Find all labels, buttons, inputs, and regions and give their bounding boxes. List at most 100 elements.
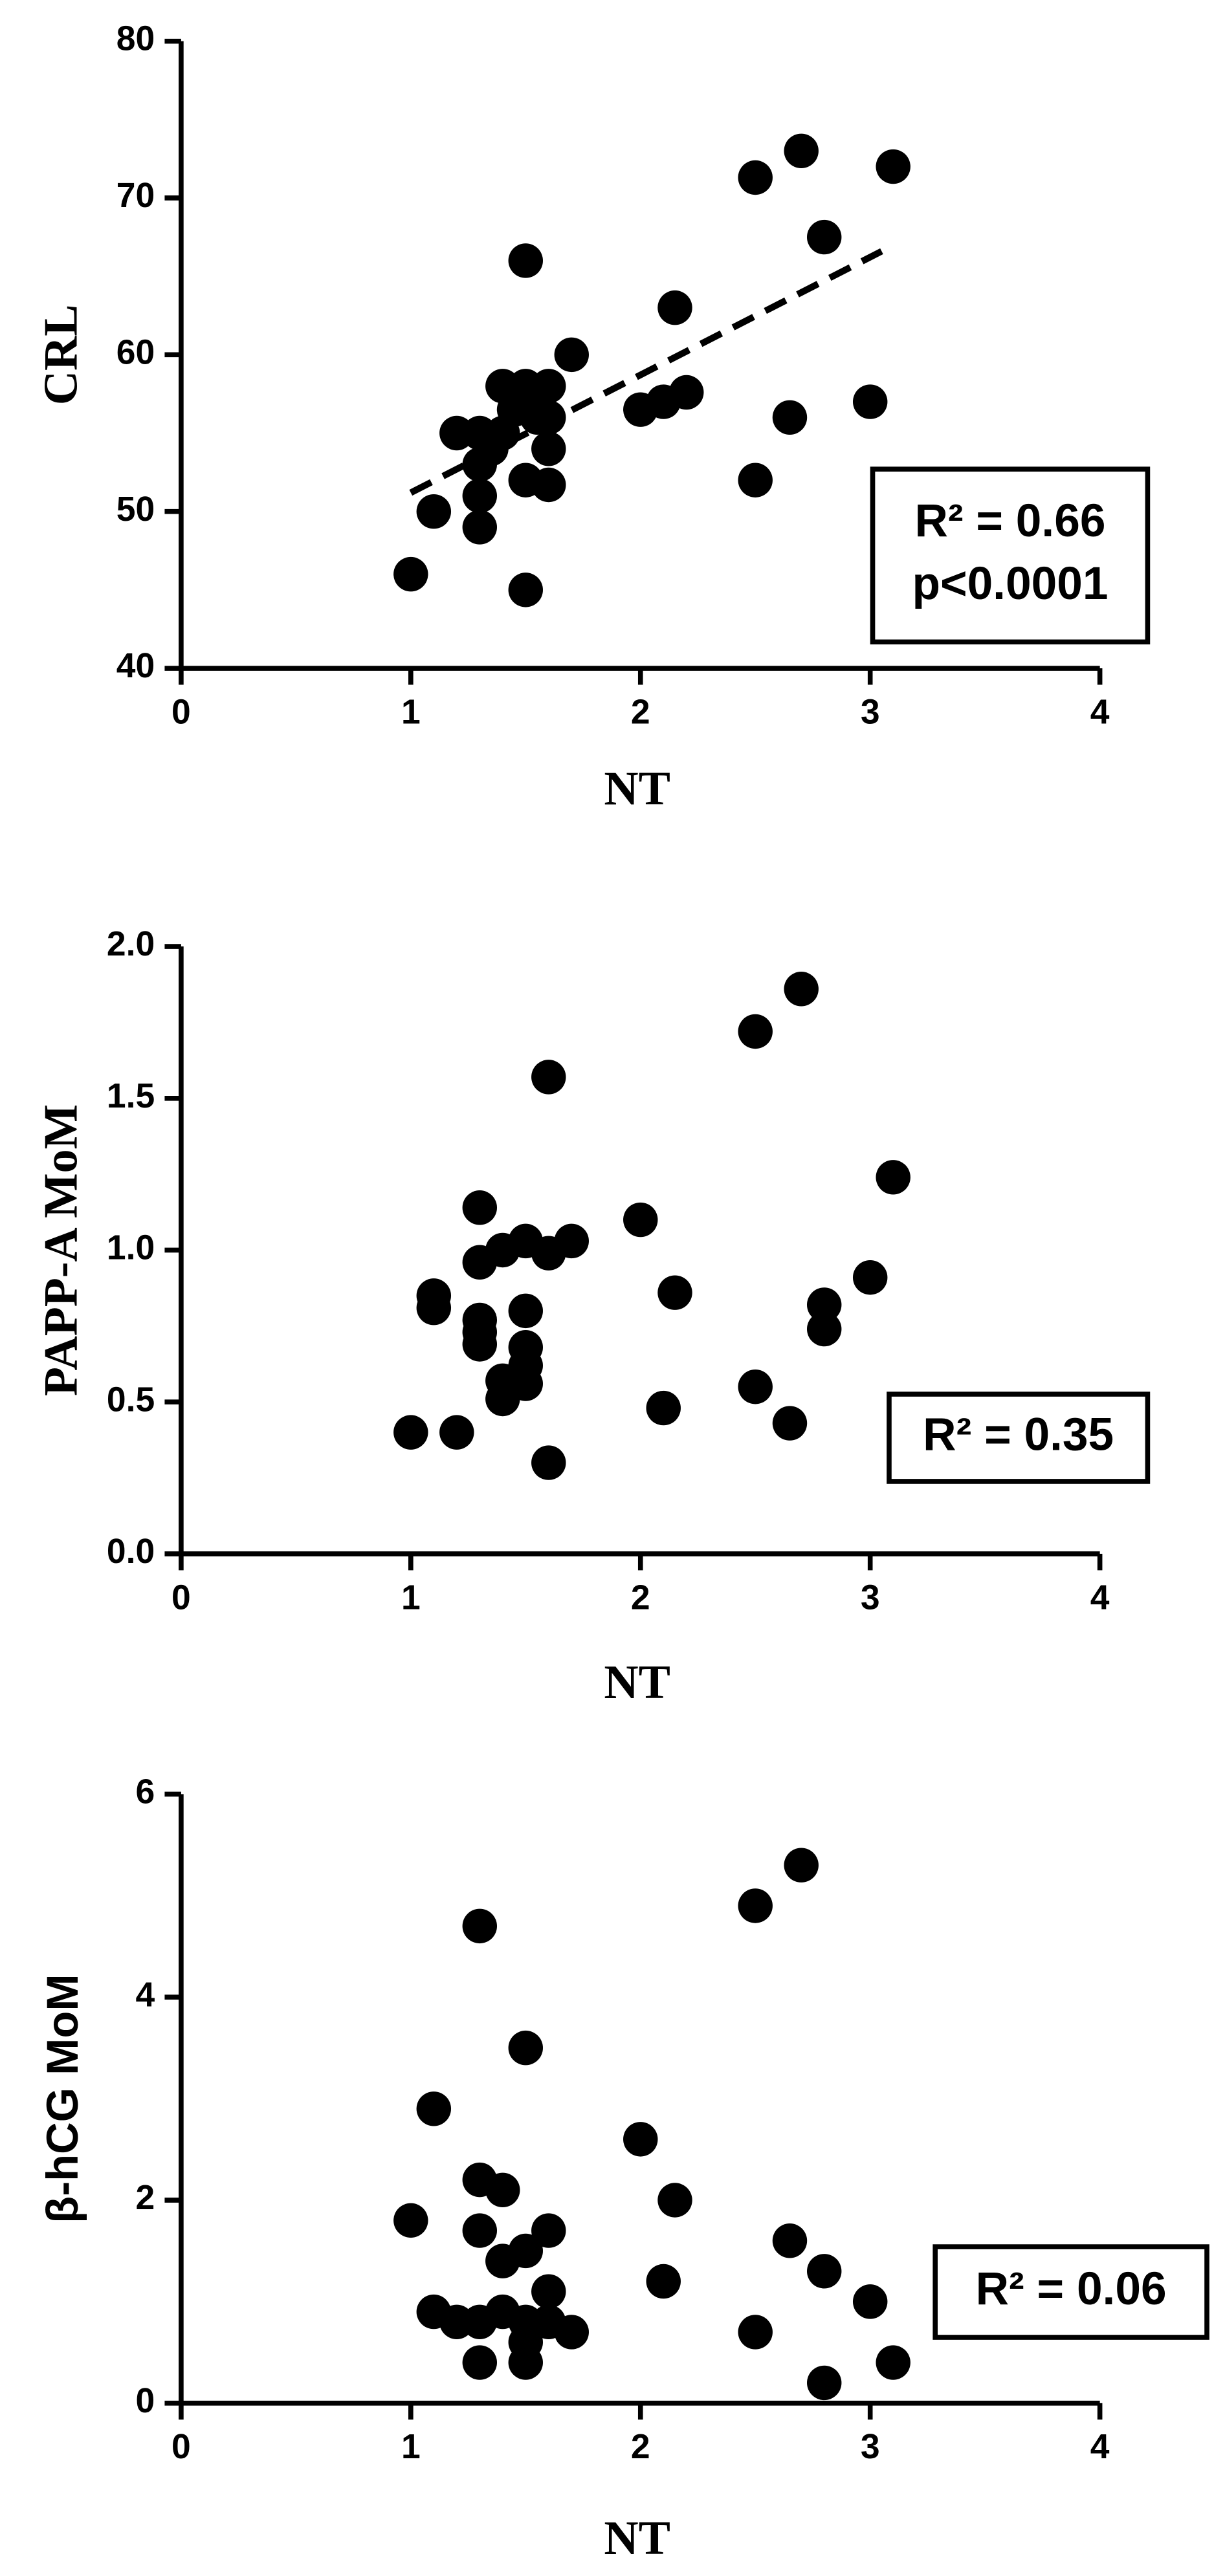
y-tick-label: 2.0: [107, 925, 155, 963]
annotation-text: R² = 0.06: [976, 2264, 1167, 2315]
data-point: [462, 1190, 498, 1225]
x-tick-label: 2: [631, 1578, 650, 1617]
x-tick-label: 0: [171, 1578, 191, 1617]
y-axis-title: PAPP-A MoM: [34, 1104, 87, 1396]
x-tick-label: 1: [401, 1578, 421, 1617]
data-point: [623, 2122, 658, 2157]
annotation-box: [887, 1392, 1151, 1484]
annotation-text: p<0.0001: [912, 558, 1108, 609]
data-point: [462, 1908, 498, 1944]
data-point: [462, 2213, 498, 2248]
data-point: [416, 1290, 452, 1326]
data-point: [393, 1415, 428, 1450]
y-tick-label: 0.5: [107, 1381, 155, 1419]
data-point: [738, 160, 773, 195]
y-axis-title: β-hCG MoM: [38, 1974, 87, 2223]
data-point: [646, 2264, 681, 2299]
data-point: [508, 243, 544, 278]
data-point: [554, 1223, 589, 1259]
data-point: [508, 1366, 544, 1401]
data-point: [852, 384, 888, 419]
y-tick-label: 2: [135, 2179, 155, 2217]
x-tick-label: 1: [401, 2428, 421, 2466]
x-tick-label: 4: [1090, 2428, 1110, 2466]
y-tick-label: 0.0: [107, 1533, 155, 1571]
data-point: [806, 2254, 842, 2289]
x-tick-label: 2: [631, 2428, 650, 2466]
x-tick-label: 4: [1090, 1578, 1110, 1617]
y-tick-label: 80: [116, 20, 155, 58]
y-tick-label: 1.0: [107, 1229, 155, 1267]
chart-panel: 0 2 4 6 0 1 2 3 4 NT β-hCG MoM R² = 0.06: [38, 1773, 1209, 2564]
data-point: [531, 1060, 566, 1095]
x-tick-label: 3: [861, 1578, 880, 1617]
data-point: [784, 972, 819, 1007]
y-tick-label: 40: [116, 647, 155, 685]
data-point: [806, 1311, 842, 1347]
data-point: [876, 1160, 910, 1195]
data-point: [784, 133, 819, 169]
data-point: [806, 219, 842, 255]
data-point: [508, 2233, 544, 2269]
data-point: [508, 2030, 544, 2066]
data-point: [876, 149, 910, 184]
data-point: [852, 2284, 888, 2319]
y-tick-label: 0: [135, 2382, 155, 2420]
y-tick-label: 6: [135, 1773, 155, 1811]
data-point: [508, 1293, 544, 1329]
data-point: [646, 1390, 681, 1426]
data-point: [669, 375, 704, 410]
x-tick-label: 0: [171, 693, 191, 731]
x-tick-label: 1: [401, 693, 421, 731]
x-axis-title: NT: [604, 2511, 670, 2564]
y-tick-label: 50: [116, 490, 155, 529]
data-point: [531, 1445, 566, 1480]
y-tick-label: 1.5: [107, 1077, 155, 1115]
data-point: [738, 2315, 773, 2350]
data-point: [657, 2183, 692, 2218]
data-point: [531, 467, 566, 503]
y-tick-label: 4: [135, 1976, 155, 2014]
data-point: [554, 2315, 589, 2350]
data-point: [806, 2365, 842, 2401]
data-point: [508, 573, 544, 607]
data-point: [531, 2213, 566, 2248]
data-point: [772, 1406, 808, 1441]
data-point: [462, 1327, 498, 1362]
data-point: [416, 494, 452, 529]
data-point: [623, 1202, 658, 1238]
data-point: [738, 1014, 773, 1049]
x-tick-label: 4: [1090, 693, 1110, 731]
data-point: [531, 369, 566, 404]
x-tick-label: 2: [631, 693, 650, 731]
x-tick-label: 3: [861, 2428, 880, 2466]
x-axis-title: NT: [604, 761, 670, 814]
data-point: [772, 400, 808, 435]
annotation-box: [933, 2244, 1209, 2340]
data-point: [462, 510, 498, 545]
data-point: [772, 2223, 808, 2258]
data-point: [462, 478, 498, 514]
chart-panel: 0.0 0.5 1.0 1.5 2.0 0 1 2 3 4 NT PAPP-A MoM R² = 0.3…: [34, 925, 1151, 1708]
y-tick-label: 70: [116, 177, 155, 215]
data-point: [784, 1848, 819, 1883]
x-axis-title: NT: [604, 1655, 670, 1708]
data-point: [738, 1888, 773, 1923]
data-point: [531, 431, 566, 466]
data-point: [554, 337, 589, 373]
y-tick-label: 60: [116, 333, 155, 371]
data-point: [876, 2345, 910, 2380]
data-point: [393, 556, 428, 592]
chart-panel: 40 50 60 70 80 0 1 2 3 4 NT CRL R² = 0.66 p<0.0001: [34, 20, 1151, 814]
data-point: [657, 290, 692, 325]
annotation-text: R² = 0.35: [923, 1409, 1114, 1460]
data-point: [852, 1260, 888, 1295]
x-tick-label: 0: [171, 2428, 191, 2466]
data-point: [439, 1415, 474, 1450]
trend-line: [409, 248, 883, 496]
data-point: [462, 2345, 498, 2380]
data-point: [508, 2345, 544, 2380]
data-point: [531, 2274, 566, 2309]
